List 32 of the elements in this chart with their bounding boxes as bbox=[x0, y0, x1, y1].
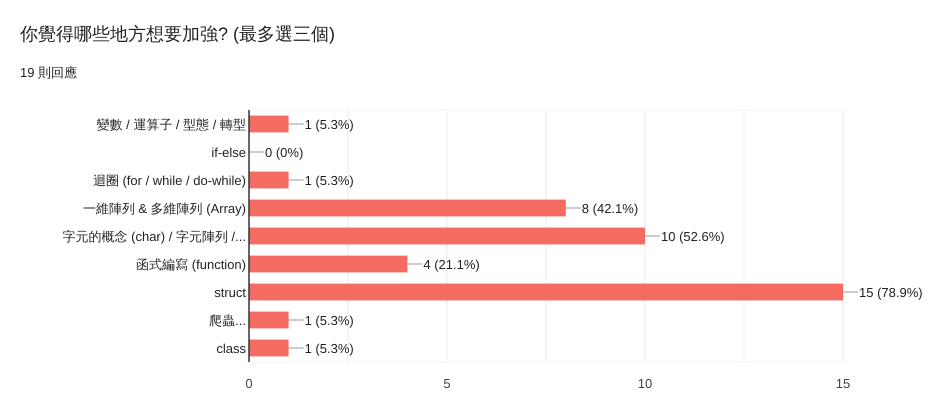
bar bbox=[249, 172, 289, 188]
text: 19 則回應 bbox=[20, 65, 78, 80]
bar bbox=[249, 256, 408, 272]
data-label: 0 (0%) bbox=[265, 145, 304, 160]
data-label: 15 (78.9%) bbox=[859, 285, 923, 300]
y-tick-label: if-else bbox=[211, 145, 246, 160]
x-tick-label: 15 bbox=[836, 376, 850, 391]
bar bbox=[249, 340, 289, 356]
data-label: 8 (42.1%) bbox=[582, 201, 638, 216]
bar bbox=[249, 200, 566, 216]
bar bbox=[249, 116, 289, 132]
y-tick-label: 一維陣列 & 多維陣列 (Array) bbox=[82, 201, 246, 216]
data-label: 4 (21.1%) bbox=[423, 257, 480, 272]
bar bbox=[249, 284, 843, 300]
data-label: 1 (5.3%) bbox=[304, 173, 354, 188]
chart-title: 你覺得哪些地方想要加強? (最多選三個) bbox=[19, 24, 335, 44]
bar bbox=[249, 312, 289, 328]
data-label: 1 (5.3%) bbox=[304, 341, 354, 356]
data-label: 1 (5.3%) bbox=[304, 117, 354, 132]
y-tick-label: 爬蟲... bbox=[209, 313, 246, 328]
x-tick-label: 5 bbox=[443, 376, 451, 391]
data-label: 10 (52.6%) bbox=[661, 229, 725, 244]
x-tick-label: 10 bbox=[638, 376, 652, 391]
x-tick-label: 0 bbox=[245, 376, 253, 391]
y-tick-label: class bbox=[216, 341, 246, 356]
y-tick-label: 迴圈 (for / while / do-while) bbox=[92, 173, 246, 188]
y-tick-label: 字元的概念 (char) / 字元陣列 /... bbox=[62, 229, 246, 244]
bar bbox=[249, 228, 645, 244]
y-tick-label: 函式編寫 (function) bbox=[136, 257, 246, 272]
data-label: 1 (5.3%) bbox=[304, 313, 354, 328]
y-tick-label: 變數 / 運算子 / 型態 / 轉型 bbox=[96, 117, 246, 132]
y-tick-label: struct bbox=[214, 285, 246, 300]
